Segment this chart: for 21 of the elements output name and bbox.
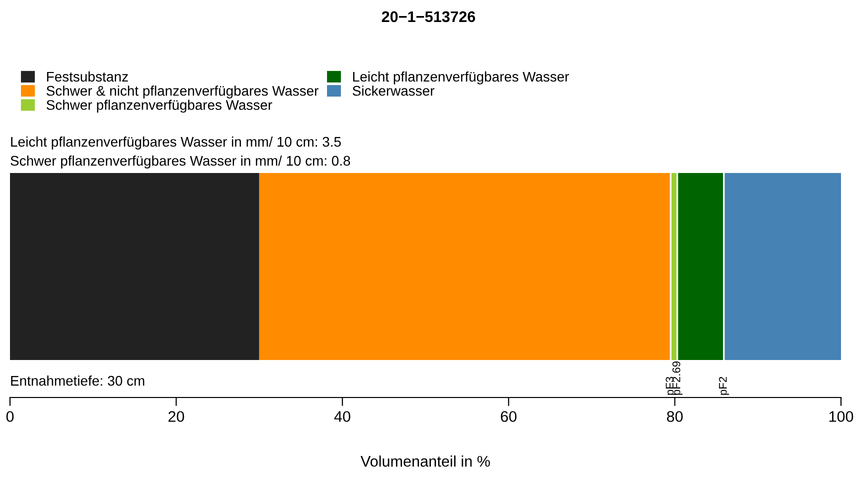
bar [259, 173, 671, 360]
x-tick-label: 100 [829, 411, 854, 422]
x-tick-label: 0 [6, 411, 14, 422]
x-tick-label: 60 [500, 411, 516, 422]
legend-label: Sickerwasser [352, 86, 434, 96]
text: Leicht pflanzenverfügbares Wasser in mm/ 10 cm: 3.5 [11, 136, 341, 150]
ref-line-label: pF2 [718, 376, 730, 395]
text: Entnahmetiefe: 30 cm [11, 376, 144, 386]
x-tick-label: 80 [666, 411, 683, 422]
legend-label: Schwer & nicht pflanzenverfügbares Wasser [46, 86, 318, 99]
bar [724, 173, 841, 360]
bar [677, 173, 724, 360]
chart-title: 20−1−513726 [382, 11, 476, 22]
text: Schwer pflanzenverfügbares Wasser in mm/ 10 cm: 0.8 [10, 156, 350, 168]
x-axis-title: Volumenanteil in % [360, 455, 490, 467]
x-tick-label: 20 [168, 411, 184, 422]
legend-label: Leicht pflanzenverfügbares Wasser [353, 71, 569, 84]
x-tick-label: 40 [334, 411, 350, 422]
legend-label: Schwer pflanzenverfügbares Wasser [46, 100, 272, 113]
bar [10, 173, 260, 360]
legend-label: Festsubstanz [47, 71, 128, 82]
